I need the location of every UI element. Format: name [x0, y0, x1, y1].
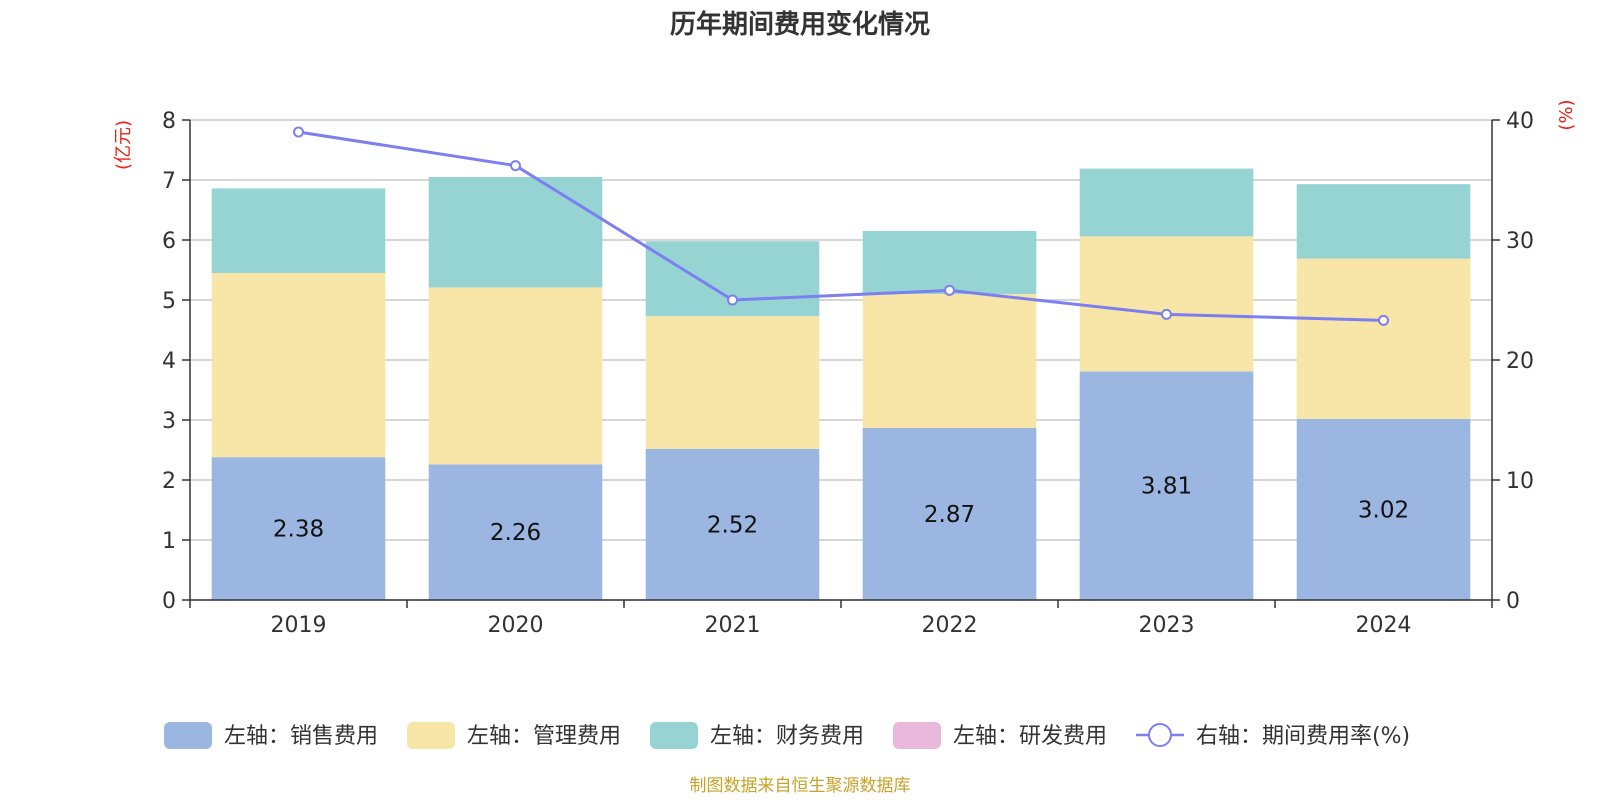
- left-tick-label: 0: [162, 589, 176, 614]
- x-tick-label: 2024: [1356, 613, 1412, 638]
- right-tick-label: 40: [1506, 109, 1534, 134]
- bar-segment: [211, 457, 386, 600]
- rate-line: [293, 126, 1389, 326]
- bar-segment: [862, 427, 1037, 600]
- bar-segment: [1296, 258, 1471, 419]
- legend[interactable]: 左轴：销售费用 左轴：管理费用 左轴：财务费用 左轴：研发费用 右轴：期间费用率(%): [164, 722, 1410, 749]
- x-tick-label: 2021: [705, 613, 761, 638]
- left-tick-label: 1: [162, 529, 176, 554]
- left-tick-label: 3: [162, 409, 176, 434]
- bar-segment: [211, 188, 386, 273]
- bar-segment: [1296, 184, 1471, 259]
- rate-point: [1378, 314, 1389, 326]
- legend-item[interactable]: 左轴：管理费用: [407, 722, 621, 749]
- bar-value-label: 2.26: [490, 520, 541, 546]
- legend-marker: [1148, 723, 1172, 747]
- bar-value-label: 2.87: [924, 502, 975, 528]
- right-axis-unit: (%): [1556, 99, 1577, 130]
- bar-segment: [428, 464, 603, 600]
- bars: [211, 168, 1471, 600]
- x-tick-label: 2019: [271, 613, 327, 638]
- rate-point: [727, 294, 738, 306]
- source-note: 制图数据来自恒生聚源数据库: [690, 776, 911, 796]
- legend-label: 左轴：财务费用: [710, 724, 864, 749]
- left-tick-label: 4: [162, 349, 176, 374]
- left-tick-label: 2: [162, 469, 176, 494]
- legend-swatch: [407, 722, 455, 749]
- legend-swatch: [893, 722, 941, 749]
- legend-swatch: [650, 722, 698, 749]
- bar-segment: [862, 294, 1037, 428]
- legend-item[interactable]: 左轴：销售费用: [164, 722, 378, 749]
- gridlines: [190, 119, 1492, 601]
- bar-segment: [645, 316, 820, 449]
- left-tick-label: 7: [162, 169, 176, 194]
- legend-label: 右轴：期间费用率(%): [1196, 724, 1410, 749]
- right-tick-label: 0: [1506, 589, 1520, 614]
- legend-label: 左轴：管理费用: [467, 724, 621, 749]
- bar-segment: [1296, 418, 1471, 600]
- legend-swatch: [164, 722, 212, 749]
- x-tick-label: 2020: [488, 613, 544, 638]
- bar-segment: [211, 273, 386, 458]
- left-tick-label: 8: [162, 109, 176, 134]
- right-tick-label: 30: [1506, 229, 1534, 254]
- right-tick-label: 20: [1506, 349, 1534, 374]
- chart-title: 历年期间费用变化情况: [670, 9, 930, 40]
- legend-item[interactable]: 左轴：研发费用: [893, 722, 1107, 749]
- bar-value-label: 2.52: [707, 512, 758, 538]
- bar-segment: [645, 448, 820, 600]
- left-tick-label: 6: [162, 229, 176, 254]
- legend-item[interactable]: 右轴：期间费用率(%): [1136, 723, 1410, 749]
- axes: 0 1 2 3 4 5 6 7 8 0 10 20 30 40 2019 2020 2021 2022 2023 20…: [162, 109, 1534, 638]
- rate-point: [1161, 308, 1172, 320]
- bar-labels: 2.38 2.26 2.52 2.87 3.81 3.02: [273, 474, 1409, 547]
- bar-segment: [428, 287, 603, 465]
- left-tick-label: 5: [162, 289, 176, 314]
- legend-label: 左轴：销售费用: [224, 724, 378, 749]
- bar-value-label: 2.38: [273, 517, 324, 543]
- rate-line-path: [298, 130, 1384, 322]
- bar-segment: [1079, 236, 1254, 372]
- bar-segment: [428, 177, 603, 288]
- right-tick-label: 10: [1506, 469, 1534, 494]
- bar-segment: [862, 231, 1037, 294]
- bar-segment: [1079, 168, 1254, 237]
- legend-label: 左轴：研发费用: [953, 724, 1107, 749]
- left-axis-unit: (亿元): [113, 120, 134, 170]
- bar-value-label: 3.02: [1358, 497, 1409, 523]
- legend-item[interactable]: 左轴：财务费用: [650, 722, 864, 749]
- bar-segment: [1079, 371, 1254, 600]
- x-tick-label: 2023: [1139, 613, 1195, 638]
- bar-value-label: 3.81: [1141, 474, 1192, 500]
- rate-point: [510, 160, 521, 172]
- rate-point: [944, 284, 955, 296]
- rate-point: [293, 126, 304, 138]
- x-tick-label: 2022: [922, 613, 978, 638]
